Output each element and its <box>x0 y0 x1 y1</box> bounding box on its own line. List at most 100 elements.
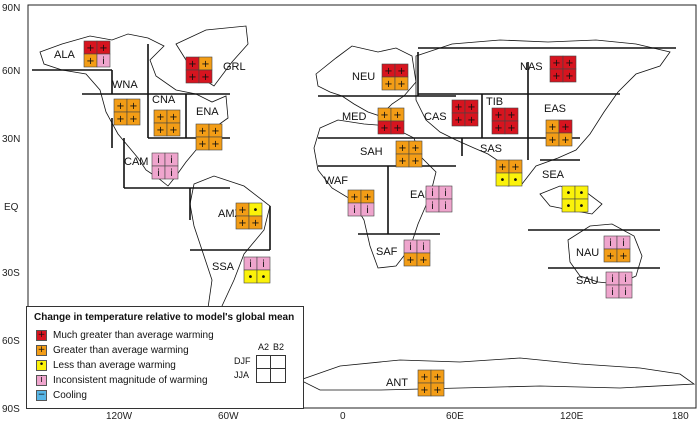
region-label: NEU <box>352 71 375 83</box>
region-cell-symbol: + <box>494 110 502 121</box>
key-col-label: B2 <box>273 342 285 352</box>
key-divider <box>256 368 286 369</box>
region-cell-symbol: • <box>566 201 572 212</box>
region-cell-symbol: + <box>398 156 406 167</box>
region-cell-symbol: + <box>433 372 441 383</box>
legend-swatch: i <box>36 375 47 386</box>
region-cell-symbol: + <box>494 123 502 134</box>
region-cell-symbol: + <box>511 162 519 173</box>
lat-tick-labels: 90N 60N 30N EQ 30S 60S 90S <box>2 3 20 415</box>
region-cell-symbol: + <box>211 139 219 150</box>
region-cell-symbol: + <box>129 114 137 125</box>
region-cell-symbol: i <box>366 205 369 216</box>
region-cell <box>558 132 573 147</box>
region-cell-symbol: + <box>238 205 246 216</box>
region-cell-symbol: + <box>251 218 259 229</box>
region-boundary <box>318 52 462 139</box>
region-cell-symbol: i <box>422 242 425 253</box>
key-divider <box>270 355 271 383</box>
region-boundary <box>32 44 230 148</box>
region-cell <box>96 53 111 68</box>
region-cell-symbol: i <box>624 287 627 298</box>
lat-tick: 60N <box>2 66 20 77</box>
region-boundary <box>418 47 676 161</box>
region-ant: ANT + + + + <box>386 369 445 397</box>
region-cell-symbol: • <box>500 175 506 186</box>
region-cell-symbol: • <box>248 272 254 283</box>
region-cell-symbol: i <box>102 56 105 67</box>
region-cell-symbol: + <box>398 143 406 154</box>
region-eaf: EAF i ii i <box>410 185 453 213</box>
region-cell <box>126 111 141 126</box>
region-cell-symbol: + <box>561 135 569 146</box>
region-cell-symbol: + <box>198 126 206 137</box>
antarctica-outline <box>298 357 696 391</box>
region-boundary <box>528 229 660 269</box>
region-wna: WNA + + + + <box>112 79 141 126</box>
lon-tick: 120E <box>560 411 584 422</box>
region-waf: WAF+ +i i <box>324 175 375 217</box>
region-markers: ALA+ ++ i GRL+ ++ +WNA+ ++ +CNA+ ++ +ENA+ ++ +CAM i i… <box>54 40 633 397</box>
region-cell-symbol: + <box>552 71 560 82</box>
lon-tick: 0 <box>340 411 346 422</box>
region-label: SEA <box>542 169 565 181</box>
region-sas: SAS + + • • <box>480 143 523 187</box>
region-cell <box>164 165 179 180</box>
region-sau: SAU i ii i <box>576 271 633 299</box>
region-cell-symbol: + <box>188 72 196 83</box>
region-ena: ENA + + + + <box>195 106 223 151</box>
region-label: CAS <box>424 111 447 123</box>
region-cell-symbol: + <box>198 139 206 150</box>
region-label: AMZ <box>218 208 242 220</box>
region-grl: GRL + + + + <box>185 56 246 84</box>
region-cell-symbol: i <box>157 155 160 166</box>
region-cell-symbol: i <box>609 238 612 249</box>
region-cell <box>430 382 445 397</box>
region-sah: SAH + + + + <box>360 140 423 168</box>
legend: Change in temperature relative to model'… <box>26 306 304 409</box>
key-row-label: DJF <box>234 356 251 366</box>
region-cell-symbol: • <box>566 188 572 199</box>
lon-tick: 180 <box>672 411 689 422</box>
legend-text: Greater than average warming <box>53 345 189 356</box>
region-cell <box>618 284 633 299</box>
region-nas: NAS + + + + <box>520 55 577 83</box>
region-cell-symbol: i <box>170 155 173 166</box>
region-cell-symbol: i <box>444 201 447 212</box>
region-cell-symbol: + <box>384 66 392 77</box>
region-label: MED <box>342 111 367 123</box>
region-cell-symbol: • <box>261 272 267 283</box>
region-cell-symbol: • <box>513 175 519 186</box>
region-cell-symbol: + <box>561 122 569 133</box>
region-label: SAU <box>576 275 599 287</box>
region-cell-symbol: + <box>552 58 560 69</box>
region-cell-symbol: i <box>611 287 614 298</box>
region-label: EAS <box>544 103 566 115</box>
region-cell-symbol: + <box>420 385 428 396</box>
key-box <box>256 355 286 383</box>
region-label: WAF <box>324 175 348 187</box>
region-cell-symbol: + <box>565 58 573 69</box>
region-cell-symbol: i <box>622 238 625 249</box>
region-cell <box>438 198 453 213</box>
region-cell-symbol: + <box>454 115 462 126</box>
region-cell <box>390 120 405 135</box>
region-cell-symbol: + <box>397 79 405 90</box>
region-cell-symbol: + <box>498 162 506 173</box>
region-cell <box>394 76 409 91</box>
legend-swatch: + <box>36 330 47 341</box>
key-row-label: JJA <box>234 370 250 380</box>
region-boundary <box>123 94 230 189</box>
legend-item: − Cooling <box>36 389 87 402</box>
region-tib: TIB + + + + <box>486 96 519 135</box>
region-cell <box>416 252 431 267</box>
legend-item: + Greater than average warming <box>36 344 189 357</box>
lat-tick: 60S <box>2 336 20 347</box>
region-cell-symbol: + <box>116 114 124 125</box>
legend-swatch: − <box>36 390 47 401</box>
lat-tick: 30N <box>2 134 20 145</box>
region-cell-symbol: + <box>433 385 441 396</box>
region-cam: CAM i ii i <box>124 152 179 180</box>
region-cell <box>504 120 519 135</box>
region-label: SAH <box>360 146 383 158</box>
